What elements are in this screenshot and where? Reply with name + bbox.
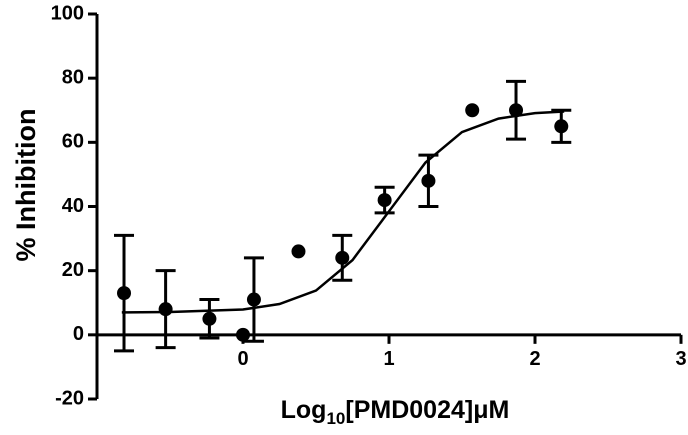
x-axis-label: Log10[PMD0024]μM [281,396,510,428]
y-tick-label: 80 [62,66,84,88]
data-point [158,302,173,317]
data-point [554,119,569,134]
y-tick-label: 20 [62,259,84,281]
y-axis-label: % Inhibition [11,109,41,262]
fit-curve [121,110,565,314]
x-label-subscript: 10 [326,409,345,428]
y-tick-label: -20 [55,387,84,409]
y-tick-label: 0 [73,323,84,345]
data-point [246,292,261,307]
y-tick-label: 40 [62,195,84,217]
data-point [377,193,392,208]
data-point [335,250,350,265]
y-tick-label: 100 [51,2,84,24]
data-point [236,327,250,342]
x-label-part: [PMD0024]μM [345,396,509,424]
data-point [509,103,524,118]
x-tick-label: 2 [529,348,540,370]
x-tick-label: 1 [383,348,394,370]
x-tick-label: 3 [675,348,686,370]
x-label-part: Log [281,396,327,424]
data-point [421,173,436,188]
y-tick-label: 60 [62,131,84,153]
data-point [117,286,132,301]
data-point [291,244,306,259]
data-point [465,103,480,118]
data-point [202,311,217,326]
x-tick-label: 0 [237,348,248,370]
